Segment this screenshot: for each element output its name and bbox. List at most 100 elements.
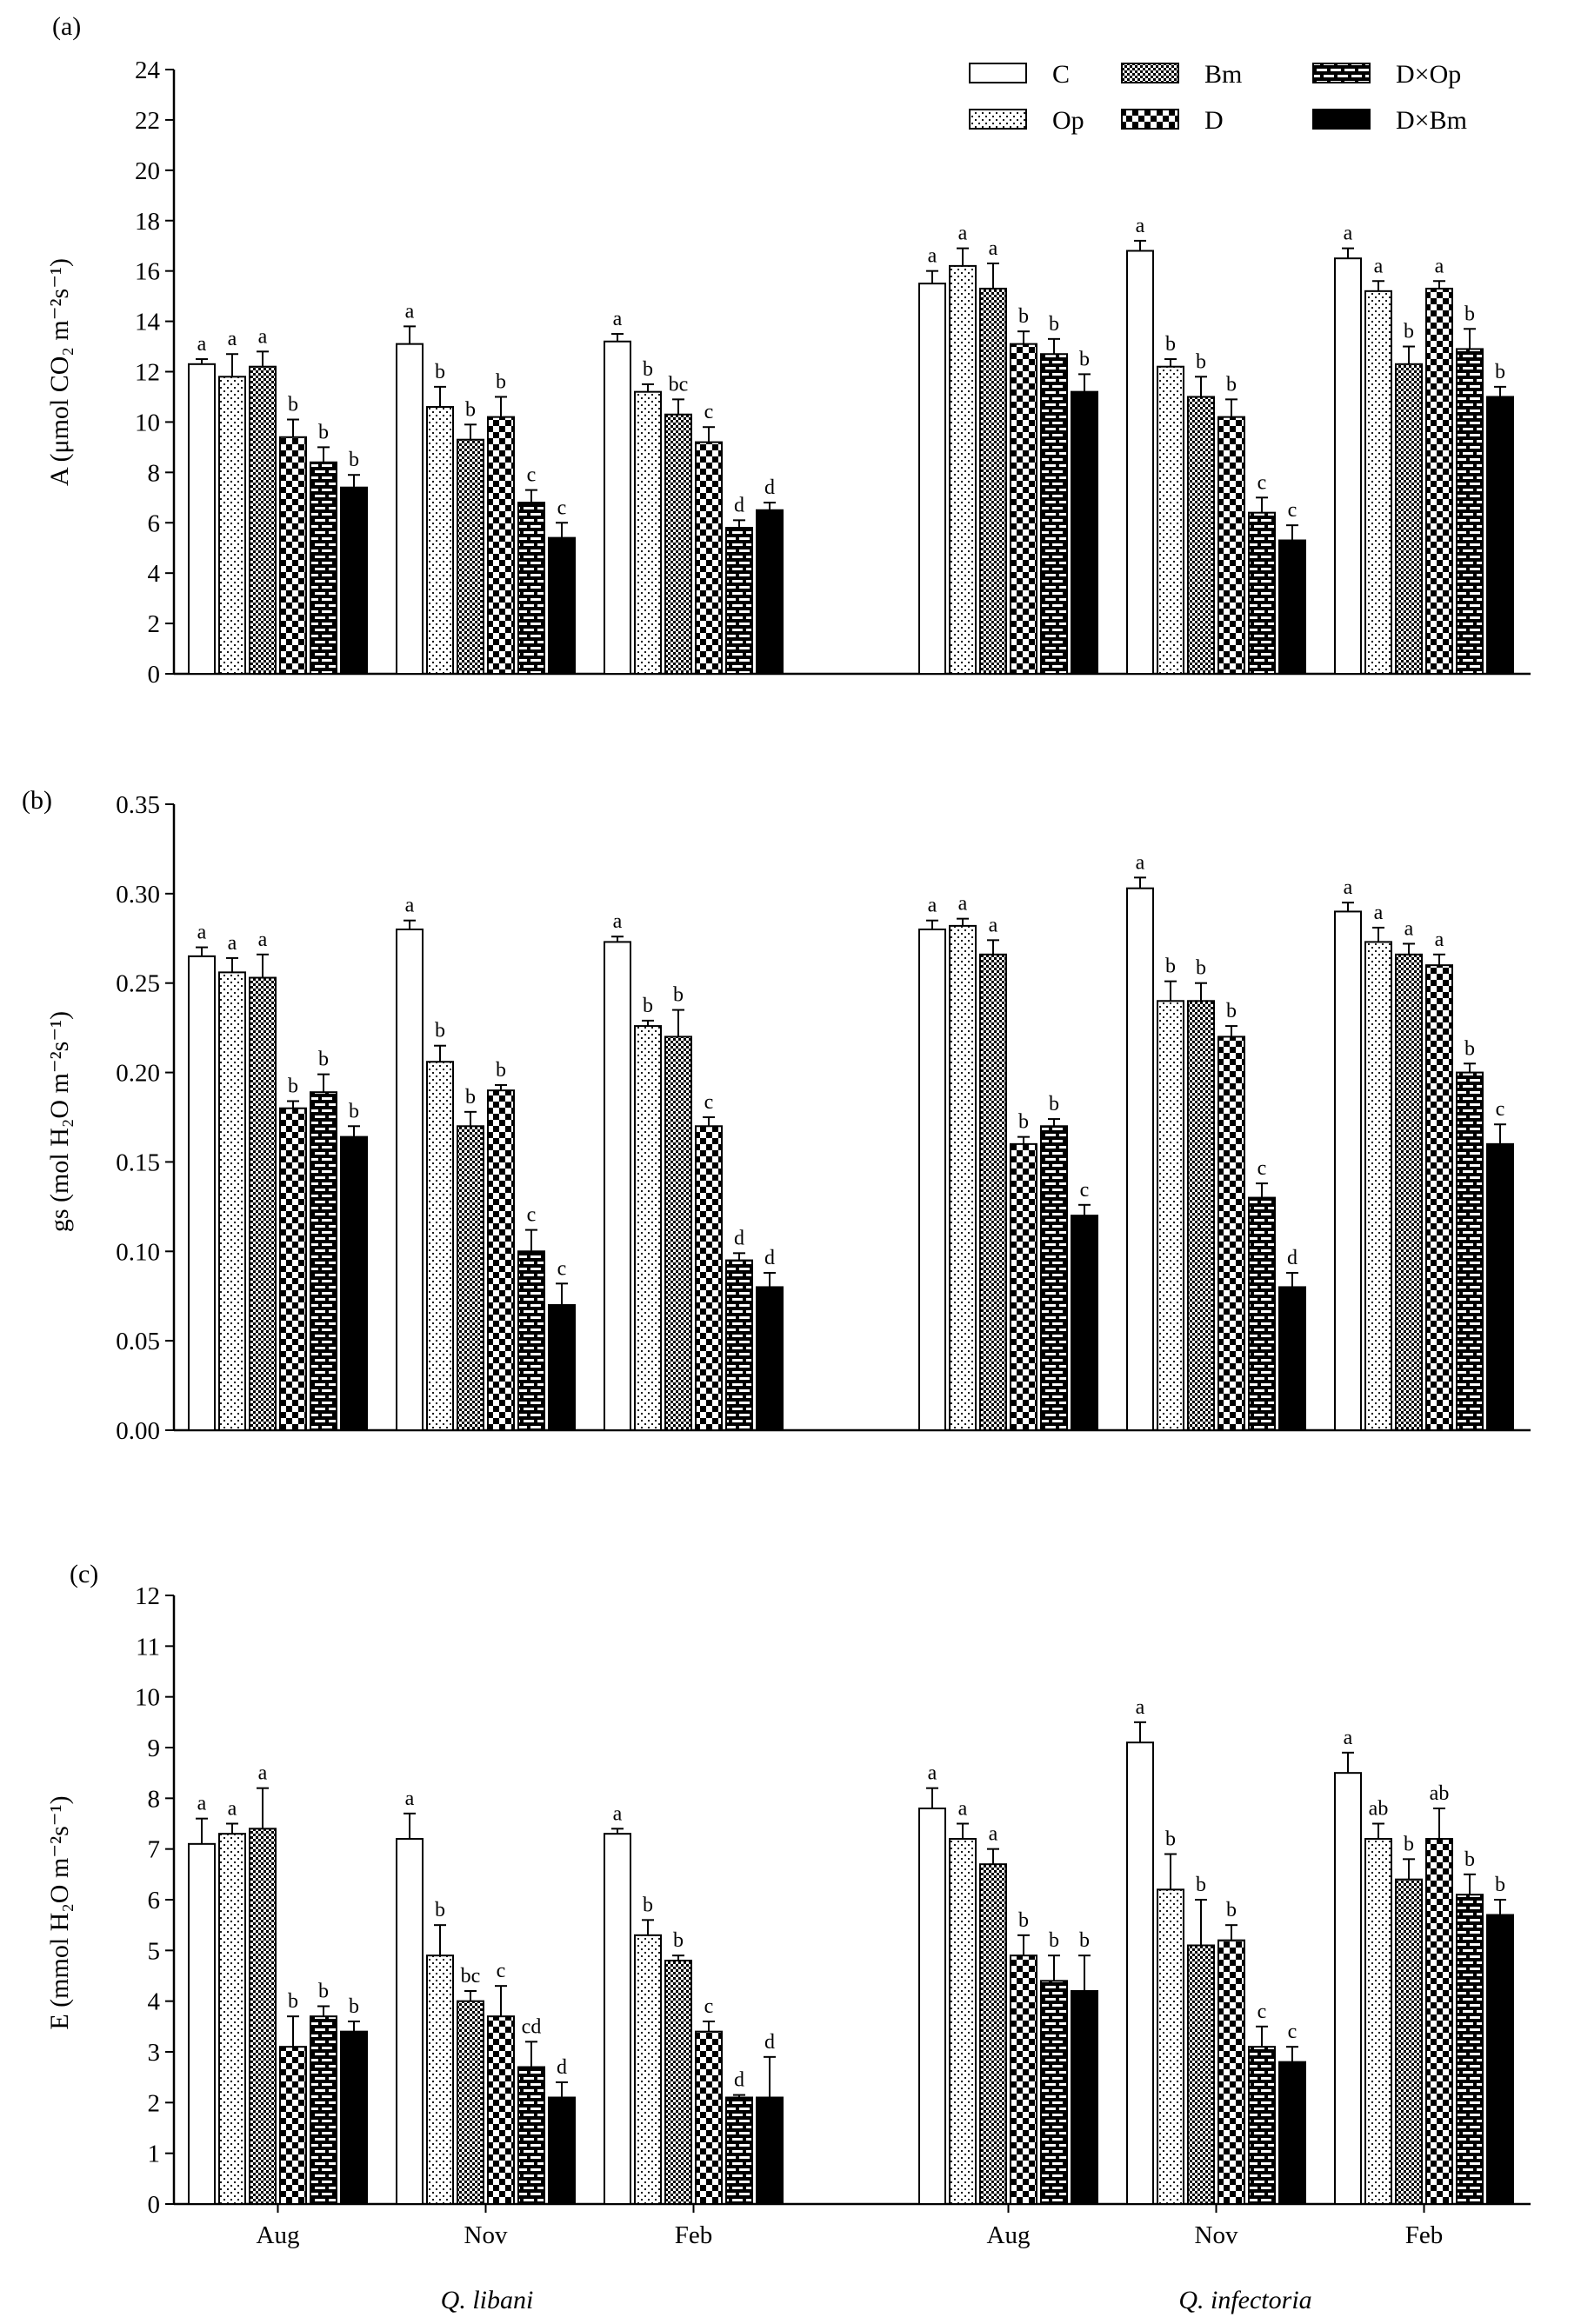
significance-letter: b [1495,361,1505,383]
bar-op [1157,365,1184,675]
bar-d [1425,964,1453,1431]
significance-letter: a [1344,876,1353,899]
y-tick-label: 14 [135,309,161,336]
bar-dxop [517,1250,545,1432]
significance-letter: ab [1430,1782,1450,1805]
y-tick-label: 12 [135,1582,160,1610]
bar-dxbm [1278,539,1306,675]
significance-letter: d [734,2069,744,2092]
y-tick-label: 0.00 [116,1417,160,1445]
legend-label-op: Op [1052,106,1084,135]
significance-letter: b [1165,956,1176,978]
significance-letter: a [405,300,415,323]
significance-letter: ab [1369,1798,1389,1821]
bar-d [1217,416,1245,675]
bar-d [1217,1035,1245,1432]
bar-bm [1395,363,1423,675]
y-tick-label: 0.20 [116,1060,160,1088]
significance-letter: a [613,308,623,330]
significance-letter: b [288,394,298,416]
y-tick-label: 10 [135,1684,160,1712]
significance-letter: b [435,1899,445,1921]
x-tick-label: Nov [1195,2221,1238,2249]
bar-bm [664,413,692,675]
bar-bm [664,1960,692,2205]
y-tick-label: 16 [135,258,160,286]
bar-dxbm [548,536,576,675]
bar-d [1217,1939,1245,2206]
significance-letter: a [1136,1696,1145,1719]
legend-label-dxop: D×Op [1396,60,1461,89]
significance-letter: b [288,1990,298,2013]
significance-letter: c [557,1257,567,1280]
significance-letter: a [1404,917,1414,940]
bar-dxop [1248,1196,1276,1431]
bar-dxop [1040,1125,1068,1432]
bar-c [1126,250,1154,675]
legend-label-c: C [1052,60,1070,89]
significance-letter: b [318,1981,329,2003]
significance-letter: a [258,325,268,348]
significance-letter: c [1080,1179,1090,1202]
significance-letter: a [613,1802,623,1825]
significance-letter: bc [461,1965,481,1988]
y-tick-label: 6 [148,1887,161,1914]
bar-op [634,1025,662,1431]
bar-dxop [310,1091,337,1431]
bar-c [604,1833,631,2206]
bar-dxop [1248,511,1276,676]
bar-dxop [310,2015,337,2206]
x-tick-label: Feb [675,2221,713,2249]
significance-letter: b [1495,1874,1505,1896]
bar-dxbm [340,1135,368,1431]
y-tick-label: 5 [148,1937,161,1965]
significance-letter: b [288,1075,298,1097]
bar-bm [249,365,277,675]
bar-bm [979,287,1007,675]
significance-letter: b [1226,373,1237,396]
bar-dxbm [1278,2061,1306,2206]
y-tick-label: 10 [135,409,160,436]
significance-letter: c [497,1960,506,1982]
significance-letter: a [613,910,623,933]
bar-op [426,1061,454,1431]
panel-a-y-axis-label: A (μmol CO₂ m⁻²s⁻¹) [45,258,74,486]
bar-dxbm [1071,1990,1098,2205]
significance-letter: b [673,984,684,1007]
bar-d [487,2015,515,2206]
significance-letter: cd [522,2015,542,2038]
bar-dxop [1040,1980,1068,2205]
y-tick-label: 7 [148,1836,161,1864]
bar-dxop [725,2096,753,2205]
bar-op [1157,1888,1184,2205]
y-tick-label: 11 [136,1633,160,1661]
bar-dxop [1456,1071,1484,1431]
bar-dxop [1040,353,1068,675]
x-tick-label: Feb [1405,2221,1444,2249]
bar-c [918,1808,946,2205]
bar-d [1010,1142,1037,1432]
bar-dxbm [1278,1286,1306,1432]
significance-letter: b [1464,1037,1475,1060]
significance-letter: b [1018,1111,1029,1134]
significance-letter: bc [669,373,689,396]
significance-letter: c [1496,1098,1505,1121]
y-tick-label: 8 [148,459,161,487]
significance-letter: b [1049,1093,1059,1115]
significance-letter: b [1079,348,1090,370]
bar-c [1334,1772,1362,2205]
bar-op [218,376,246,675]
bar-dxbm [548,2096,576,2205]
significance-letter: c [1257,471,1267,494]
bar-op [1157,1000,1184,1432]
y-tick-label: 22 [135,107,160,135]
bar-c [1334,910,1362,1431]
y-tick-label: 8 [148,1785,161,1813]
y-tick-label: 0.30 [116,881,160,909]
significance-letter: b [1464,303,1475,325]
panel-a: (a) A (μmol CO₂ m⁻²s⁻¹) 0246810121416182… [45,12,1531,689]
significance-letter: b [1226,1899,1237,1921]
bar-op [949,924,977,1431]
significance-letter: b [1404,1833,1414,1855]
bar-dxop [517,502,545,675]
